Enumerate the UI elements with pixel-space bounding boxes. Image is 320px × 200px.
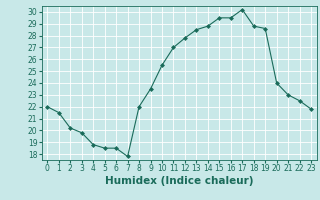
X-axis label: Humidex (Indice chaleur): Humidex (Indice chaleur) — [105, 176, 253, 186]
